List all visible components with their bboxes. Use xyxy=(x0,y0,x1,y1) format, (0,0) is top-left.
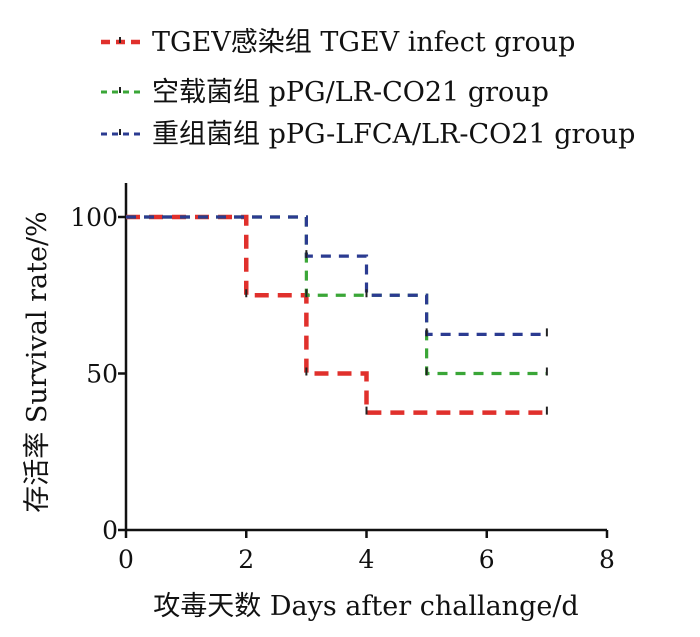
x-tick-label: 8 xyxy=(599,545,615,574)
legend-label-pPG-LFCA-LR-CO21: 重组菌组 pPG-LFCA/LR-CO21 group xyxy=(152,119,635,150)
x-tick-label: 2 xyxy=(238,545,254,574)
plot-area: 0 2 4 6 8 0 50 100 xyxy=(70,183,615,574)
legend-label-pPG-LR-CO21: 空载菌组 pPG/LR-CO21 group xyxy=(152,77,549,108)
y-tick-label: 0 xyxy=(102,516,118,545)
series-line-pPG-LFCA-LR-CO21 xyxy=(126,215,547,336)
x-axis-title: 攻毒天数 Days after challange/d xyxy=(153,591,578,622)
series-line-pPG-LR-CO21 xyxy=(126,215,547,376)
x-tick-label: 6 xyxy=(479,545,495,574)
legend: TGEV感染组 TGEV infect group 空载菌组 pPG/LR-CO2… xyxy=(101,27,635,150)
y-tick-label: 50 xyxy=(86,360,118,389)
series-line-tgev-infect xyxy=(126,214,547,415)
x-tick-label: 0 xyxy=(118,545,134,574)
y-axis-title: 存活率 Survival rate/% xyxy=(22,211,53,512)
x-tick-label: 4 xyxy=(359,545,375,574)
legend-label-tgev-infect: TGEV感染组 TGEV infect group xyxy=(152,27,575,58)
y-tick-label: 100 xyxy=(70,203,118,232)
